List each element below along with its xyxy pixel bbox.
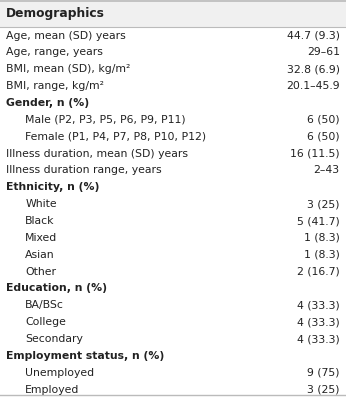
Text: Female (P1, P4, P7, P8, P10, P12): Female (P1, P4, P7, P8, P10, P12) [25,132,206,142]
Text: Employed: Employed [25,384,80,394]
Text: 6 (50): 6 (50) [307,132,340,142]
Text: Age, mean (SD) years: Age, mean (SD) years [6,31,126,41]
Text: Secondary: Secondary [25,334,83,344]
Text: 6 (50): 6 (50) [307,115,340,125]
Text: College: College [25,317,66,327]
Text: Asian: Asian [25,250,55,260]
Text: Education, n (%): Education, n (%) [6,284,107,294]
Text: 3 (25): 3 (25) [307,384,340,394]
Text: 1 (8.3): 1 (8.3) [304,233,340,243]
Text: 3 (25): 3 (25) [307,199,340,209]
Text: 4 (33.3): 4 (33.3) [297,317,340,327]
Text: BMI, mean (SD), kg/m²: BMI, mean (SD), kg/m² [6,64,130,74]
Text: BMI, range, kg/m²: BMI, range, kg/m² [6,81,104,91]
Text: 1 (8.3): 1 (8.3) [304,250,340,260]
Text: 20.1–45.9: 20.1–45.9 [286,81,340,91]
Text: Gender, n (%): Gender, n (%) [6,98,89,108]
Text: Other: Other [25,266,56,276]
Text: Illness duration, mean (SD) years: Illness duration, mean (SD) years [6,149,188,159]
Text: 9 (75): 9 (75) [307,368,340,378]
Text: Unemployed: Unemployed [25,368,94,378]
Text: 2–43: 2–43 [313,166,340,176]
Text: Black: Black [25,216,55,226]
Text: BA/BSc: BA/BSc [25,300,64,310]
Text: 29–61: 29–61 [307,48,340,58]
Text: 2 (16.7): 2 (16.7) [297,266,340,276]
Text: Illness duration range, years: Illness duration range, years [6,166,162,176]
Text: Ethnicity, n (%): Ethnicity, n (%) [6,182,100,192]
Text: 5 (41.7): 5 (41.7) [297,216,340,226]
Text: 32.8 (6.9): 32.8 (6.9) [287,64,340,74]
Text: 16 (11.5): 16 (11.5) [290,149,340,159]
Text: 44.7 (9.3): 44.7 (9.3) [287,31,340,41]
Text: White: White [25,199,57,209]
Text: Demographics: Demographics [6,7,105,20]
Text: 4 (33.3): 4 (33.3) [297,300,340,310]
Text: Male (P2, P3, P5, P6, P9, P11): Male (P2, P3, P5, P6, P9, P11) [25,115,186,125]
Text: Mixed: Mixed [25,233,57,243]
Text: 4 (33.3): 4 (33.3) [297,334,340,344]
Text: Age, range, years: Age, range, years [6,48,103,58]
Text: Employment status, n (%): Employment status, n (%) [6,351,164,361]
Bar [0,0,346,27]
